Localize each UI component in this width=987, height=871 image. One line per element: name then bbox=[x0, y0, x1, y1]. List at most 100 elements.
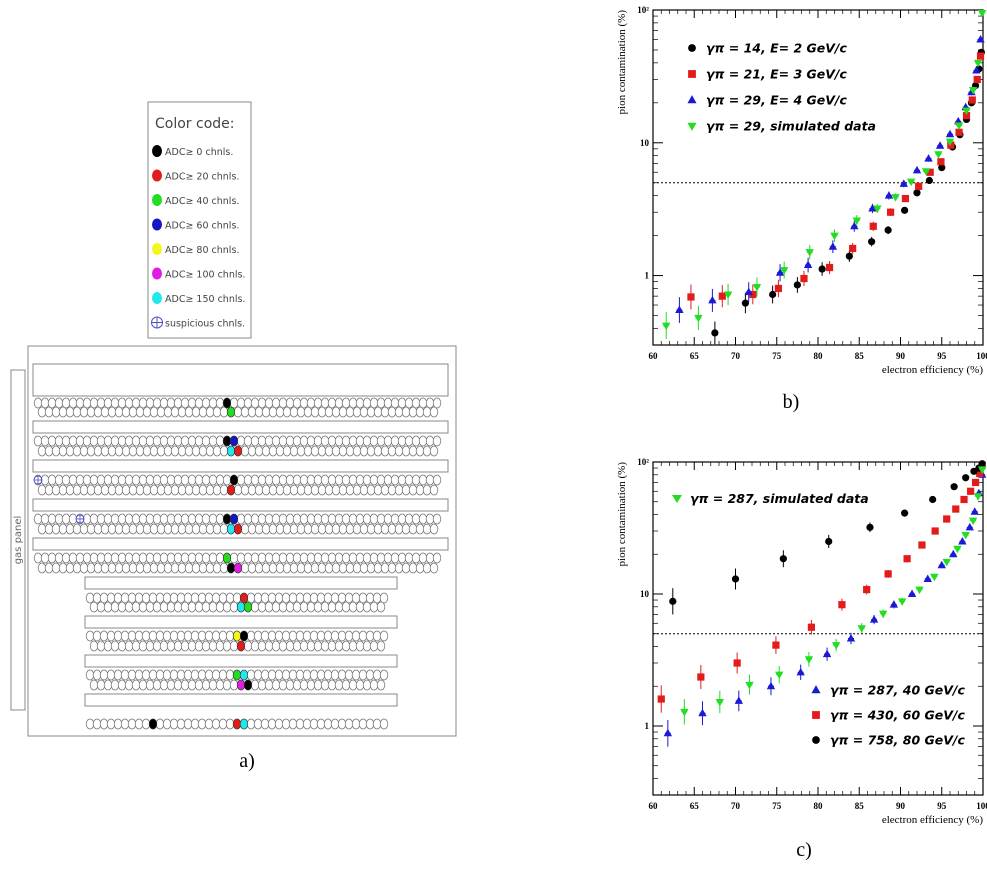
legend-marker bbox=[687, 95, 697, 104]
tube bbox=[47, 397, 57, 409]
tube bbox=[159, 474, 169, 486]
tube bbox=[422, 445, 432, 457]
legend-marker bbox=[812, 736, 820, 744]
tube bbox=[187, 513, 197, 525]
tube bbox=[243, 474, 253, 486]
tube bbox=[369, 679, 379, 691]
tube bbox=[135, 484, 145, 496]
data-point bbox=[971, 478, 980, 487]
tube bbox=[86, 562, 96, 574]
tube bbox=[344, 669, 354, 681]
tube bbox=[201, 435, 211, 447]
tube bbox=[86, 445, 96, 457]
tube bbox=[103, 601, 113, 613]
tube bbox=[264, 601, 274, 613]
tube bbox=[257, 552, 267, 564]
tube bbox=[397, 513, 407, 525]
data-point bbox=[822, 649, 832, 658]
tube bbox=[201, 679, 211, 691]
tube bbox=[159, 513, 169, 525]
data-point bbox=[850, 221, 859, 230]
tube bbox=[271, 552, 281, 564]
tube bbox=[369, 397, 379, 409]
data-point bbox=[925, 176, 933, 185]
tube bbox=[331, 484, 341, 496]
tube bbox=[369, 601, 379, 613]
tube bbox=[89, 552, 99, 564]
tube bbox=[366, 484, 376, 496]
tube bbox=[397, 435, 407, 447]
legend-label: γπ = 287, 40 GeV/c bbox=[830, 683, 965, 698]
tube bbox=[44, 523, 54, 535]
tube bbox=[310, 445, 320, 457]
tube bbox=[355, 552, 365, 564]
tube bbox=[341, 513, 351, 525]
data-point bbox=[675, 305, 684, 314]
detector-display-panel: Color code: ADC≥ 0 chnls. ADC≥ 20 chnls. A… bbox=[10, 101, 457, 772]
tube bbox=[65, 406, 75, 418]
tube bbox=[166, 601, 176, 613]
tube bbox=[183, 669, 193, 681]
tube bbox=[65, 523, 75, 535]
tube bbox=[316, 669, 326, 681]
data-point bbox=[805, 249, 814, 257]
tube bbox=[253, 718, 263, 730]
tube bbox=[383, 474, 393, 486]
tube bbox=[341, 397, 351, 409]
data-point bbox=[884, 226, 892, 234]
tube bbox=[79, 406, 89, 418]
legend-marker bbox=[152, 243, 162, 255]
hit-tube bbox=[232, 669, 242, 681]
tube bbox=[422, 406, 432, 418]
tube bbox=[163, 406, 173, 418]
tube bbox=[376, 640, 386, 652]
tube bbox=[376, 474, 386, 486]
legend-label: γπ = 29, simulated data bbox=[706, 119, 876, 134]
tube bbox=[184, 484, 194, 496]
tube bbox=[390, 474, 400, 486]
tube bbox=[285, 679, 295, 691]
tube bbox=[376, 552, 386, 564]
tube bbox=[194, 435, 204, 447]
tube bbox=[362, 640, 372, 652]
tube bbox=[180, 397, 190, 409]
legend-marker bbox=[152, 292, 162, 304]
tube bbox=[260, 718, 270, 730]
tube bbox=[201, 474, 211, 486]
tube bbox=[149, 406, 159, 418]
x-tick-label: 70 bbox=[731, 801, 741, 811]
tube bbox=[257, 640, 267, 652]
tube bbox=[75, 397, 85, 409]
tube bbox=[411, 513, 421, 525]
data-point bbox=[828, 242, 838, 250]
tube bbox=[54, 397, 64, 409]
tube bbox=[58, 445, 68, 457]
tube bbox=[198, 406, 208, 418]
tube bbox=[128, 523, 138, 535]
data-point bbox=[793, 281, 801, 289]
tube bbox=[337, 718, 347, 730]
data-point bbox=[830, 232, 839, 241]
data-point bbox=[945, 138, 955, 147]
tube bbox=[152, 552, 162, 564]
data-point bbox=[973, 493, 983, 501]
tube bbox=[215, 435, 225, 447]
data-point bbox=[924, 154, 933, 162]
tube bbox=[278, 601, 288, 613]
tube bbox=[100, 445, 110, 457]
data-point bbox=[977, 9, 987, 18]
radiator-block bbox=[84, 615, 398, 629]
tube bbox=[215, 397, 225, 409]
tube bbox=[176, 630, 186, 642]
tube bbox=[117, 601, 127, 613]
tube bbox=[303, 523, 313, 535]
tube bbox=[82, 435, 92, 447]
tube bbox=[107, 445, 117, 457]
legend-label: ADC≥ 150 chnls. bbox=[165, 294, 245, 305]
tube bbox=[89, 601, 99, 613]
tube bbox=[313, 513, 323, 525]
hit-tube bbox=[233, 445, 243, 457]
tube bbox=[170, 523, 180, 535]
tube bbox=[219, 445, 229, 457]
tube bbox=[187, 397, 197, 409]
